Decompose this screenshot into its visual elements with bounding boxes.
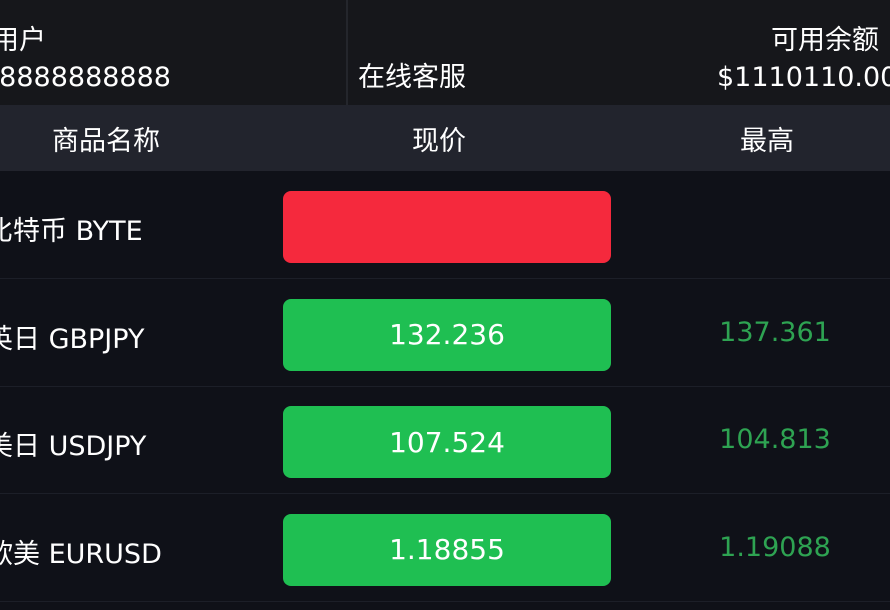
product-name: 美日 USDJPY (0, 431, 147, 462)
price-button[interactable] (283, 191, 611, 263)
divider (346, 0, 348, 105)
column-header: 最高 (740, 126, 794, 157)
high-price: 1.19088 (719, 531, 831, 563)
high-price: 104.813 (719, 424, 831, 455)
column-header: 现价 (412, 126, 466, 157)
column-header: 商品名称 (52, 126, 160, 157)
phone: 18888888888 (0, 62, 171, 93)
price-button[interactable]: 1.18855 (283, 513, 611, 586)
service-link[interactable]: 在线客服 (358, 62, 466, 93)
table-row[interactable]: 美日 USDJPY 107.524 104.813 (0, 386, 890, 494)
product-name: 英日 GBPJPY (0, 323, 145, 355)
user-label: 用户 (0, 25, 46, 56)
table-row[interactable]: 比特币 BYTE (0, 171, 890, 279)
account-bar: 用户 18888888888 在线客服 可用余额 $1110110.00 (0, 0, 890, 105)
balance-label: 可用余额 (771, 25, 879, 56)
product-name: 比特币 BYTE (0, 216, 143, 247)
table-row[interactable]: 欧美 EURUSD 1.18855 1.19088 (0, 494, 890, 602)
product-name: 欧美 EURUSD (0, 538, 162, 570)
high-price: 137.361 (719, 316, 831, 348)
price-button[interactable]: 107.524 (283, 406, 611, 478)
balance: $1110110.00 (717, 62, 890, 93)
table-header: 商品名称 现价 最高 (0, 105, 890, 171)
table-row[interactable]: 英日 GBPJPY 132.236 137.361 (0, 279, 890, 387)
price-button[interactable]: 132.236 (283, 298, 611, 371)
